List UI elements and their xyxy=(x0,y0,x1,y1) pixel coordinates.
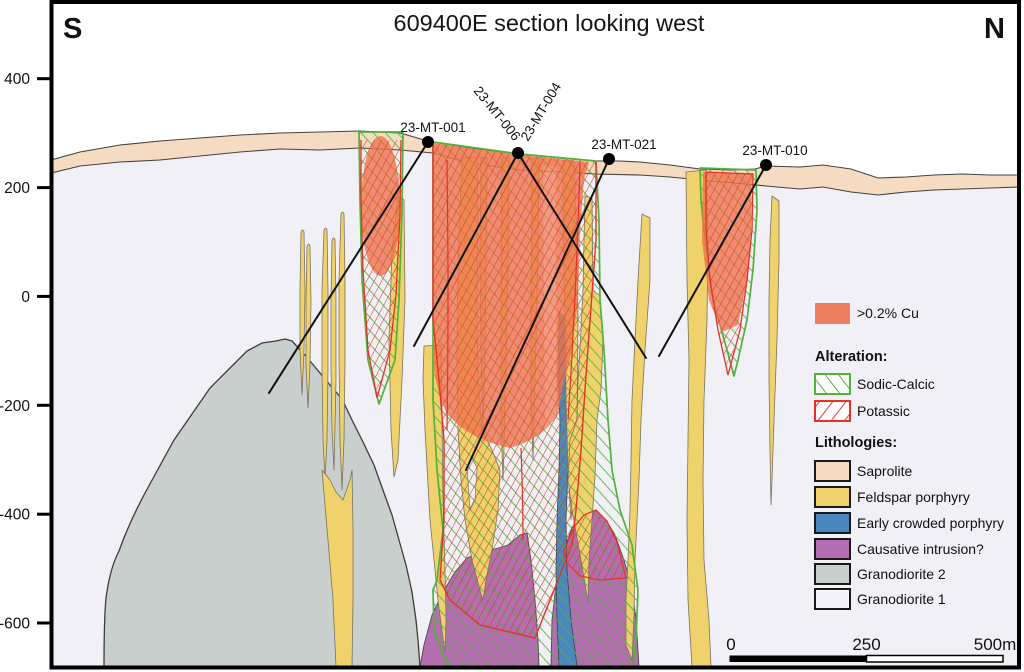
svg-text:-400: -400 xyxy=(0,507,30,524)
svg-text:23-MT-001: 23-MT-001 xyxy=(400,120,465,135)
svg-text:Alteration:: Alteration: xyxy=(815,349,888,365)
svg-text:Feldspar porphyry: Feldspar porphyry xyxy=(857,489,970,505)
svg-text:Lithologies:: Lithologies: xyxy=(815,435,897,451)
svg-text:400: 400 xyxy=(4,71,30,88)
svg-text:23-MT-021: 23-MT-021 xyxy=(591,137,656,152)
svg-text:Potassic: Potassic xyxy=(857,403,910,419)
svg-text:500m: 500m xyxy=(974,635,1017,654)
svg-text:N: N xyxy=(984,13,1005,45)
svg-text:S: S xyxy=(63,13,82,45)
svg-text:23-MT-010: 23-MT-010 xyxy=(742,143,807,158)
svg-text:Sodic-Calcic: Sodic-Calcic xyxy=(857,376,935,392)
svg-text:Early crowded porphyry: Early crowded porphyry xyxy=(857,515,1004,531)
svg-text:Granodiorite 2: Granodiorite 2 xyxy=(857,566,946,582)
svg-text:-200: -200 xyxy=(0,398,30,415)
svg-text:-600: -600 xyxy=(0,616,30,633)
svg-text:609400E section looking west: 609400E section looking west xyxy=(394,10,705,36)
svg-text:250: 250 xyxy=(852,635,880,654)
svg-text:Saprolite: Saprolite xyxy=(857,463,912,479)
svg-text:0: 0 xyxy=(726,635,735,654)
svg-text:200: 200 xyxy=(4,180,30,197)
svg-text:0: 0 xyxy=(21,289,30,306)
svg-text:Granodiorite 1: Granodiorite 1 xyxy=(857,591,946,607)
svg-text:Causative intrusion?: Causative intrusion? xyxy=(857,541,984,557)
svg-text:>0.2% Cu: >0.2% Cu xyxy=(857,305,919,321)
